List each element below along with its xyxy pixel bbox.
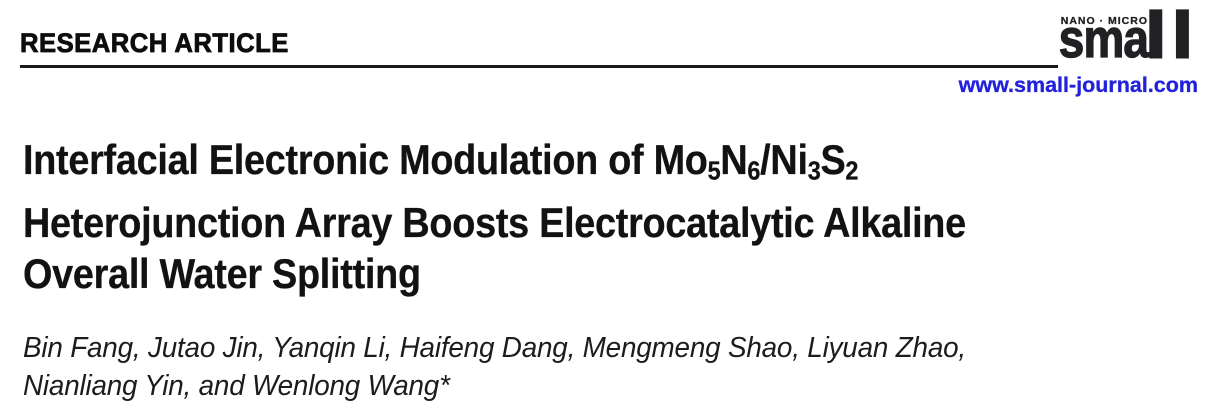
article-title-line: Overall Water Splitting: [23, 248, 966, 299]
title-text: Interfacial Electronic Modulation of Mo: [23, 136, 708, 183]
title-text: S: [820, 136, 846, 183]
title-text: N: [720, 136, 748, 183]
research-article-label: RESEARCH ARTICLE: [20, 28, 289, 58]
title-subscript: 6: [747, 155, 761, 186]
title-subscript: 3: [807, 155, 821, 186]
title-text: Heterojunction Array Boosts Electrocatal…: [23, 198, 966, 246]
title-text: /Ni: [760, 136, 808, 183]
title-text: Overall Water Splitting: [23, 249, 421, 297]
journal-website-link[interactable]: www.small-journal.com: [958, 73, 1199, 97]
author-line: Bin Fang, Jutao Jin, Yanqin Li, Haifeng …: [23, 332, 966, 364]
journal-logo-tall-letters: ll: [1144, 0, 1198, 72]
article-authors: Bin Fang, Jutao Jin, Yanqin Li, Haifeng …: [23, 329, 966, 405]
title-subscript: 2: [845, 155, 859, 186]
article-title-line: Interfacial Electronic Modulation of Mo5…: [23, 134, 966, 197]
journal-tagline: NANO · MICRO: [1060, 15, 1148, 27]
article-title: Interfacial Electronic Modulation of Mo5…: [23, 134, 966, 299]
header-rule: [20, 65, 1058, 68]
journal-logo-text: sma: [1058, 9, 1149, 69]
article-title-line: Heterojunction Array Boosts Electrocatal…: [23, 197, 966, 248]
author-line: Nianliang Yin, and Wenlong Wang*: [23, 370, 450, 402]
journal-logo: NANO · MICRO sma ll: [1038, 1, 1198, 68]
title-subscript: 5: [707, 155, 721, 186]
